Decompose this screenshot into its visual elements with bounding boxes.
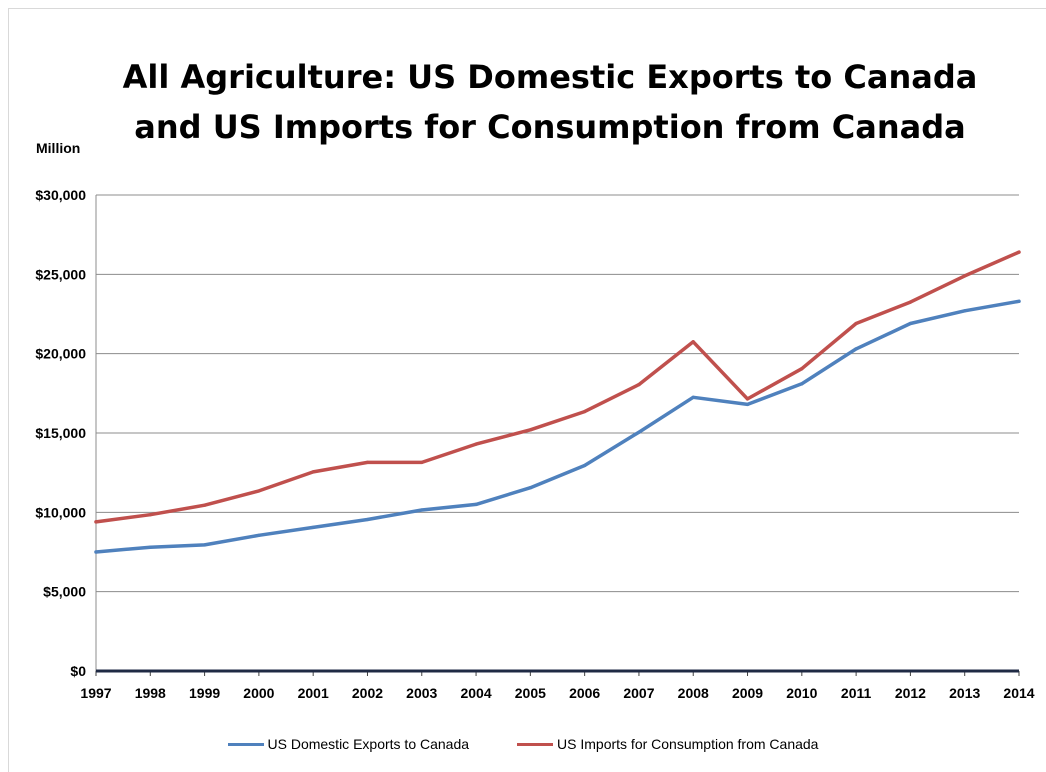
y-tick-label: $20,000: [35, 346, 86, 362]
data-point: [1017, 250, 1021, 254]
chart-frame: [8, 8, 1046, 772]
chart-legend: US Domestic Exports to Canada US Imports …: [0, 736, 1046, 752]
data-point: [691, 340, 695, 344]
x-tick-label: 2003: [406, 685, 437, 701]
x-tick-label: 2005: [515, 685, 546, 701]
data-point: [94, 550, 98, 554]
series-line-2: [94, 250, 1021, 524]
data-point: [908, 321, 913, 326]
x-tick-label: 2012: [895, 685, 926, 701]
data-point: [637, 430, 641, 434]
data-point: [148, 513, 152, 517]
x-tick-label: 2008: [678, 685, 709, 701]
x-tick-label: 1997: [80, 685, 111, 701]
x-tick-label: 2002: [352, 685, 383, 701]
x-tick-label: 2000: [243, 685, 274, 701]
data-point: [257, 489, 261, 493]
x-tick-label: 1998: [135, 685, 166, 701]
y-tick-label: $30,000: [35, 187, 86, 203]
x-tick-label: 1999: [189, 685, 220, 701]
data-point: [528, 486, 532, 490]
x-tick-label: 2006: [569, 685, 600, 701]
data-point: [637, 383, 641, 387]
data-point: [365, 517, 370, 522]
legend-swatch: [517, 742, 554, 746]
x-tick-label: 2010: [786, 685, 817, 701]
y-tick-label: $10,000: [35, 504, 86, 520]
data-point: [745, 402, 750, 407]
legend-swatch: [227, 742, 264, 746]
data-point: [311, 525, 315, 530]
legend-item-1: US Domestic Exports to Canada: [227, 736, 470, 752]
data-point: [202, 503, 207, 507]
y-axis-unit-label: Million: [36, 140, 81, 156]
data-point: [908, 300, 913, 304]
x-tick-label: 2011: [841, 685, 872, 701]
x-tick-label: 2004: [460, 685, 491, 701]
data-point: [474, 442, 478, 446]
data-point: [257, 533, 261, 537]
y-tick-label: $15,000: [35, 425, 86, 441]
chart-title-line-2: and US Imports for Consumption from Cana…: [134, 108, 966, 146]
x-tick-label: 2009: [732, 685, 763, 701]
chart-title: All Agriculture: US Domestic Exports to …: [100, 52, 1000, 152]
legend-label: US Imports for Consumption from Canada: [557, 736, 819, 752]
x-tick-label: 2001: [298, 685, 329, 701]
data-point: [474, 502, 478, 506]
x-tick-label: 2014: [1003, 685, 1034, 701]
x-tick-label: 2013: [949, 685, 980, 701]
data-point: [854, 321, 858, 326]
legend-label: US Domestic Exports to Canada: [267, 736, 470, 752]
data-point: [800, 367, 804, 371]
data-point: [420, 460, 424, 464]
data-point: [963, 274, 967, 278]
data-point: [148, 545, 152, 549]
y-tick-label: $0: [70, 663, 86, 679]
data-point: [854, 347, 858, 351]
data-point: [1017, 299, 1021, 303]
y-tick-label: $25,000: [35, 266, 86, 282]
x-tick-label: 2007: [623, 685, 654, 701]
legend-item-2: US Imports for Consumption from Canada: [517, 736, 818, 752]
data-point: [800, 382, 804, 386]
data-point: [583, 463, 587, 468]
data-point: [94, 520, 98, 524]
series-line-1: [94, 299, 1021, 554]
data-point: [691, 395, 695, 399]
y-tick-label: $5,000: [43, 584, 86, 600]
data-point: [365, 460, 370, 464]
data-point: [528, 428, 532, 432]
data-point: [963, 309, 967, 313]
data-point: [202, 543, 207, 547]
data-point: [311, 470, 315, 474]
chart-title-line-1: All Agriculture: US Domestic Exports to …: [122, 58, 978, 96]
data-point: [745, 397, 750, 401]
data-point: [420, 508, 424, 512]
data-point: [583, 409, 587, 414]
